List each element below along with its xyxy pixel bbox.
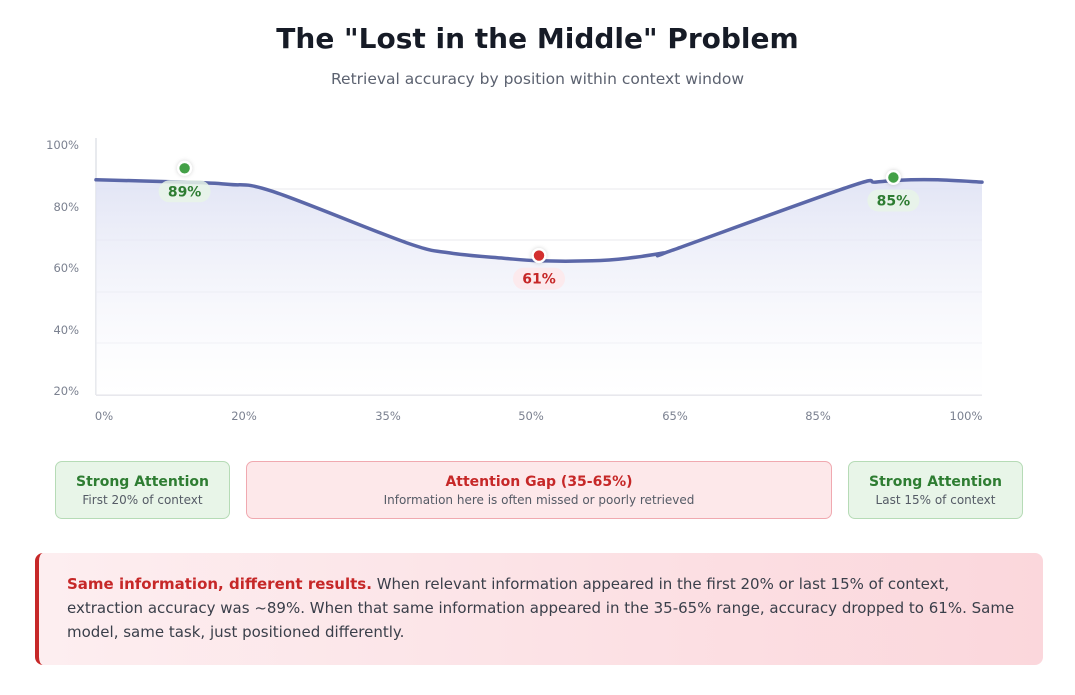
findings-callout: Same information, different results. Whe… <box>35 553 1043 665</box>
x-tick-label: 85% <box>805 409 831 423</box>
marker-label-bg <box>158 180 211 203</box>
zone-title: Strong Attention <box>869 474 1002 490</box>
zone-title: Attention Gap (35-65%) <box>445 474 633 490</box>
y-tick-label: 100% <box>46 138 79 152</box>
zone-title: Strong Attention <box>76 474 209 490</box>
x-tick-label: 0% <box>95 409 113 423</box>
y-tick-label: 40% <box>53 323 79 337</box>
zone-attention-gap: Attention Gap (35-65%) Information here … <box>246 461 832 519</box>
data-point-marker <box>533 250 545 261</box>
y-tick-label: 80% <box>53 200 79 214</box>
data-point-marker <box>179 163 190 174</box>
zone-strong-attention-end: Strong Attention Last 15% of context <box>848 461 1023 519</box>
x-tick-label: 100% <box>950 409 983 423</box>
marker-label: 89% <box>168 184 202 200</box>
y-tick-label: 20% <box>53 384 79 398</box>
zone-strong-attention-start: Strong Attention First 20% of context <box>55 461 230 519</box>
zone-subtitle: Information here is often missed or poor… <box>383 493 695 507</box>
accuracy-chart: 100% 80% 60% 40% 20% 0% 20% 35% 50% 65% 85% 100% 8… <box>46 138 984 423</box>
marker-label-bg <box>867 189 920 212</box>
callout-lead: Same information, different results. <box>67 575 372 593</box>
marker-label: 85% <box>877 194 911 210</box>
callout-body: When relevant information appeared in th… <box>67 575 1015 641</box>
x-tick-label: 50% <box>518 409 544 423</box>
zone-subtitle: Last 15% of context <box>875 493 996 507</box>
x-tick-label: 65% <box>662 409 688 423</box>
x-tick-label: 20% <box>231 409 257 423</box>
marker-label-bg <box>513 267 565 290</box>
accuracy-line <box>94 177 984 263</box>
zone-subtitle: First 20% of context <box>82 493 203 507</box>
data-point-marker <box>888 172 899 183</box>
marker-label: 61% <box>522 272 556 288</box>
y-tick-label: 60% <box>53 261 79 275</box>
x-tick-label: 35% <box>375 409 401 423</box>
chart-subtitle: Retrieval accuracy by position within co… <box>330 70 745 88</box>
chart-title: The "Lost in the Middle" Problem <box>276 22 799 55</box>
